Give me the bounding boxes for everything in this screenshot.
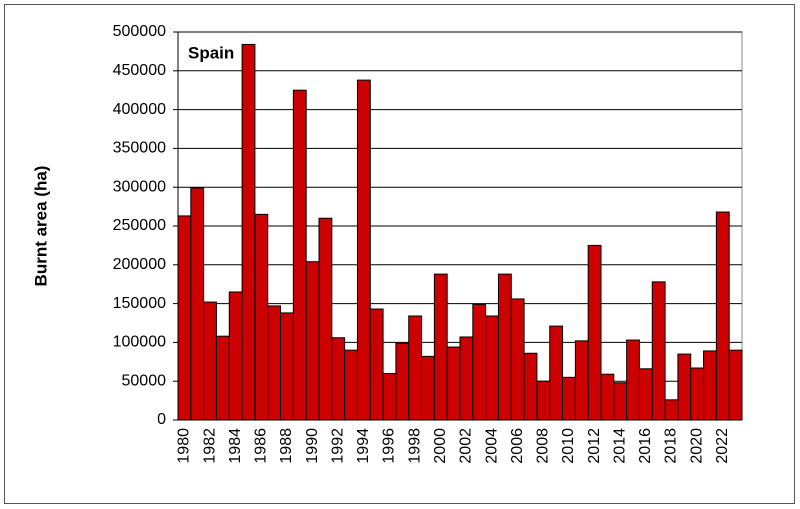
x-tick-label: 1986 bbox=[253, 428, 270, 464]
x-tick-label: 2010 bbox=[560, 428, 577, 464]
bar bbox=[421, 355, 435, 421]
bar bbox=[690, 367, 705, 421]
bar bbox=[549, 325, 564, 421]
bar bbox=[318, 217, 333, 421]
x-tick-label: 1992 bbox=[329, 428, 346, 464]
x-tick-label: 1990 bbox=[304, 428, 321, 464]
x-tick-label: 2016 bbox=[637, 428, 654, 464]
bar bbox=[369, 308, 384, 421]
bar bbox=[331, 337, 346, 421]
bar bbox=[280, 312, 294, 421]
bar bbox=[382, 372, 397, 421]
x-tick-label: 1998 bbox=[406, 428, 423, 464]
x-tick-label: 2002 bbox=[458, 428, 475, 464]
y-tick-label: 350000 bbox=[113, 140, 166, 157]
y-tick-label: 250000 bbox=[113, 217, 166, 234]
bar bbox=[267, 305, 282, 421]
bar bbox=[254, 213, 269, 421]
bar bbox=[459, 336, 474, 421]
bar bbox=[497, 273, 512, 421]
bar bbox=[356, 79, 371, 421]
bar bbox=[190, 187, 205, 421]
bar bbox=[344, 349, 358, 421]
bar bbox=[177, 215, 192, 421]
bar bbox=[446, 346, 461, 421]
x-tick-label: 2018 bbox=[663, 428, 680, 464]
x-tick-label: 2014 bbox=[611, 428, 628, 464]
y-tick-label: 0 bbox=[157, 411, 166, 428]
bar bbox=[651, 281, 666, 421]
x-tick-label: 2006 bbox=[509, 428, 526, 464]
x-tick-label: 1994 bbox=[355, 428, 372, 464]
bar bbox=[562, 376, 576, 421]
bar bbox=[728, 349, 743, 421]
bar bbox=[472, 303, 487, 421]
y-tick-label: 100000 bbox=[113, 334, 166, 351]
y-tick-label: 150000 bbox=[113, 295, 166, 312]
bar bbox=[715, 211, 730, 421]
y-tick-label: 400000 bbox=[113, 101, 166, 118]
x-tick-label: 1982 bbox=[201, 428, 218, 464]
bar bbox=[485, 315, 499, 421]
bar bbox=[638, 368, 653, 421]
bar bbox=[215, 335, 230, 421]
bar bbox=[536, 380, 551, 421]
y-tick-label: 200000 bbox=[113, 256, 166, 273]
bar bbox=[523, 352, 538, 421]
bar bbox=[510, 298, 525, 421]
bar bbox=[433, 273, 448, 421]
y-tick-label: 50000 bbox=[122, 372, 167, 389]
bar bbox=[395, 342, 410, 421]
bar bbox=[664, 399, 679, 421]
x-tick-label: 1980 bbox=[176, 428, 193, 464]
x-tick-label: 2020 bbox=[688, 428, 705, 464]
x-tick-label: 2000 bbox=[432, 428, 449, 464]
x-tick-label: 1988 bbox=[278, 428, 295, 464]
bar bbox=[228, 291, 243, 421]
bar bbox=[587, 244, 602, 421]
y-tick-label: 450000 bbox=[113, 62, 166, 79]
bar bbox=[626, 339, 640, 421]
y-axis-label: Burnt area (ha) bbox=[31, 166, 50, 287]
x-tick-label: 1996 bbox=[381, 428, 398, 464]
x-tick-label: 2008 bbox=[535, 428, 552, 464]
x-tick-label: 2004 bbox=[483, 428, 500, 464]
bar bbox=[305, 261, 320, 421]
bar bbox=[677, 353, 692, 421]
x-tick-label: 2022 bbox=[714, 428, 731, 464]
y-tick-label: 500000 bbox=[113, 23, 166, 40]
x-tick-label: 2012 bbox=[586, 428, 603, 464]
x-tick-label: 1984 bbox=[227, 428, 244, 464]
bar bbox=[613, 382, 628, 421]
bar bbox=[203, 301, 217, 421]
bar bbox=[241, 43, 256, 421]
bar bbox=[703, 350, 717, 421]
bar bbox=[292, 89, 307, 421]
bar bbox=[408, 315, 423, 421]
bar bbox=[574, 340, 589, 421]
bar bbox=[600, 373, 615, 421]
y-tick-label: 300000 bbox=[113, 178, 166, 195]
annotation: Spain bbox=[188, 43, 234, 62]
